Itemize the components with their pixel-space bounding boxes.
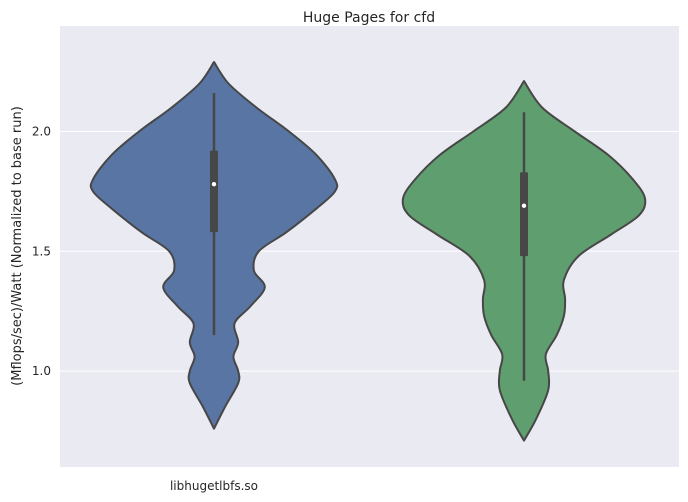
y-axis-label: (Mflops/sec)/Watt (Normalized to base ru…	[10, 106, 25, 386]
violin-median	[521, 203, 527, 208]
violins	[89, 61, 647, 442]
chart-title: Huge Pages for cfd	[303, 10, 435, 26]
y-tick-label: 1.0	[32, 364, 51, 378]
violin-iqr-box	[210, 150, 218, 233]
x-ticks: libhugetlbfs.so	[170, 479, 258, 493]
y-tick-label: 1.5	[32, 244, 51, 258]
x-tick-label: libhugetlbfs.so	[170, 479, 258, 493]
violin-median	[211, 181, 217, 187]
y-tick-label: 2.0	[32, 124, 51, 138]
y-ticks: 1.0 1.5 2.0	[32, 124, 51, 378]
violin-iqr-box	[520, 172, 528, 257]
